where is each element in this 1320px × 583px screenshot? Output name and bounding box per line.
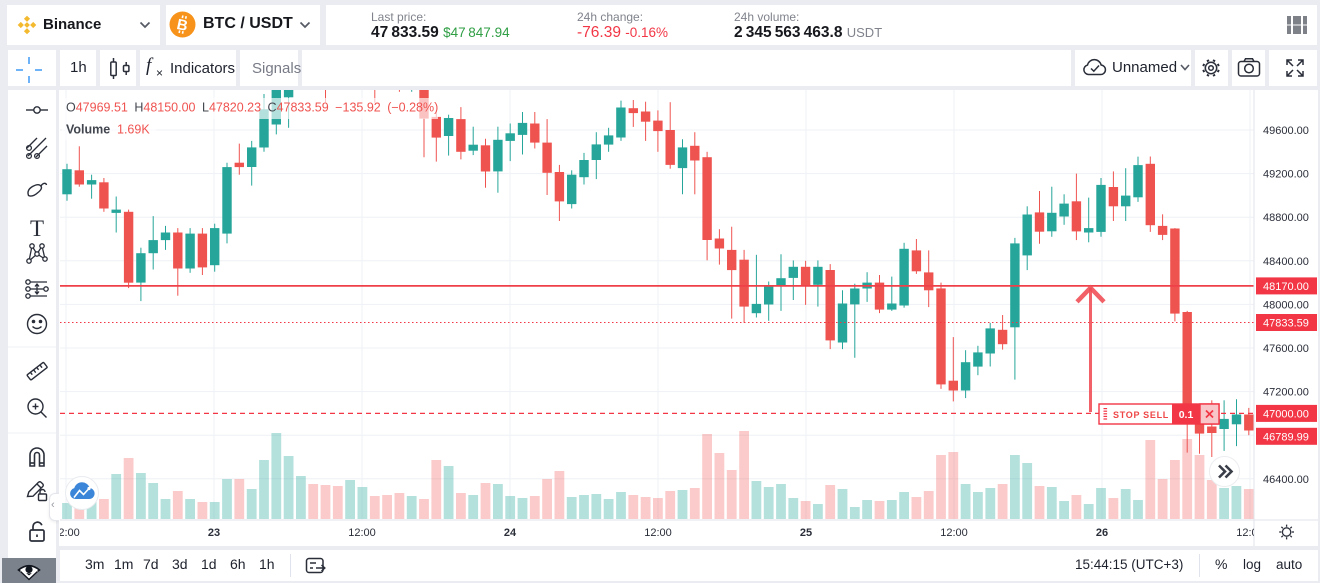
svg-text:46789.99: 46789.99 (1263, 431, 1309, 443)
svg-text:Volume: Volume (66, 123, 110, 137)
svg-text:12:00: 12:00 (1236, 527, 1264, 539)
svg-text:48800.00: 48800.00 (1263, 212, 1309, 224)
svg-text:49600.00: 49600.00 (1263, 125, 1309, 137)
svg-text:46400.00: 46400.00 (1263, 474, 1309, 486)
svg-text:12:00: 12:00 (940, 527, 968, 539)
svg-text:12:00: 12:00 (644, 527, 672, 539)
svg-text:T: T (30, 216, 44, 241)
svg-text:48400.00: 48400.00 (1263, 256, 1309, 268)
svg-text:47600.00: 47600.00 (1263, 343, 1309, 355)
svg-text:0.1: 0.1 (1179, 409, 1194, 421)
svg-text:24: 24 (504, 527, 517, 539)
svg-text:B: B (175, 16, 189, 35)
svg-text:48000.00: 48000.00 (1263, 299, 1309, 311)
svg-text:26: 26 (1096, 527, 1108, 539)
svg-text:47833.59: 47833.59 (1263, 318, 1309, 330)
svg-text:49200.00: 49200.00 (1263, 169, 1309, 181)
svg-text:O47969.51 H48150.00 L47820.23: O47969.51 H48150.00 L47820.23 C47833.59 … (66, 101, 438, 115)
svg-text:23: 23 (208, 527, 220, 539)
svg-text:48170.00: 48170.00 (1263, 281, 1309, 293)
svg-text:12:00: 12:00 (348, 527, 376, 539)
svg-text:STOP SELL: STOP SELL (1113, 410, 1169, 420)
svg-text:25: 25 (800, 527, 812, 539)
svg-text:12:00: 12:00 (59, 527, 80, 539)
svg-text:47000.00: 47000.00 (1263, 408, 1309, 420)
svg-text:47200.00: 47200.00 (1263, 387, 1309, 399)
svg-text:1.69K: 1.69K (117, 123, 150, 137)
